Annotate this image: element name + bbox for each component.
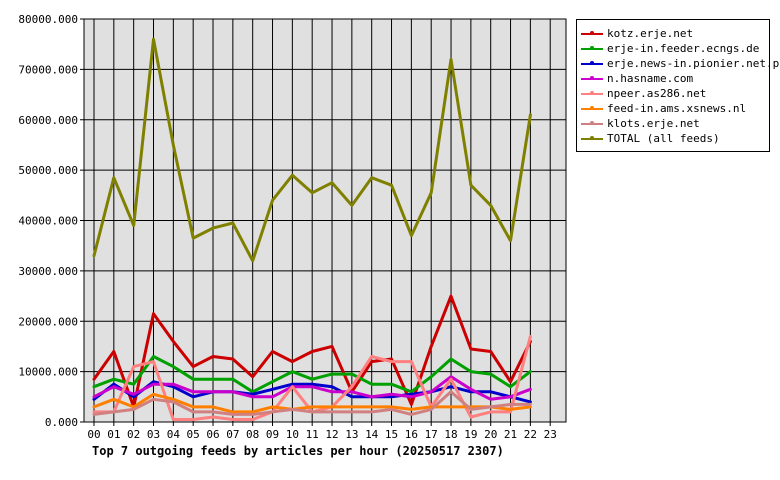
x-tick-label: 19: [464, 428, 477, 441]
legend-label: TOTAL (all feeds): [607, 132, 720, 145]
x-tick-label: 09: [266, 428, 279, 441]
legend-label: klots.erje.net: [607, 117, 700, 130]
series-lines: [92, 37, 532, 421]
legend: kotz.erje.net erje-in.feeder.ecngs.de er…: [576, 19, 780, 152]
y-tick-label: 10000.000: [18, 366, 78, 379]
legend-swatch: [581, 31, 603, 35]
series-line: [92, 375, 532, 401]
x-tick-label: 04: [167, 428, 181, 441]
series-line: [92, 355, 532, 394]
x-tick-label: 17: [425, 428, 438, 441]
x-tick-label: 14: [365, 428, 379, 441]
x-tick-label: 03: [147, 428, 160, 441]
x-tick-label: 15: [385, 428, 398, 441]
legend-swatch: [581, 106, 603, 110]
x-tick-label: 05: [187, 428, 200, 441]
legend-swatch: [581, 121, 603, 125]
y-tick-label: 50000.000: [18, 164, 78, 177]
x-tick-label: 02: [127, 428, 140, 441]
grid: [84, 18, 566, 423]
legend-swatch: [581, 76, 603, 80]
x-tick-label: 10: [286, 428, 299, 441]
legend-label: erje.news-in.pionier.net.pl: [607, 57, 780, 70]
x-tick-label: 01: [107, 428, 120, 441]
x-tick-label: 00: [87, 428, 100, 441]
x-tick-label: 22: [524, 428, 537, 441]
x-tick-label: 23: [544, 428, 557, 441]
x-axis: 00 01 02 03 04 05 06 07 08 09 10 11 12 13 14 15 16 17 18 19…: [87, 422, 557, 441]
x-tick-label: 18: [444, 428, 457, 441]
y-tick-label: 60000.000: [18, 114, 78, 127]
legend-label: erje-in.feeder.ecngs.de: [607, 42, 760, 55]
y-tick-label: 70000.000: [18, 63, 78, 76]
x-tick-label: 21: [504, 428, 517, 441]
series-line: [92, 390, 532, 416]
x-tick-label: 12: [325, 428, 338, 441]
x-tick-label: 11: [306, 428, 319, 441]
series-line: [92, 37, 532, 263]
legend-swatch: [581, 61, 603, 65]
y-tick-label: 80000.000: [18, 13, 78, 26]
legend-label: kotz.erje.net: [607, 27, 694, 40]
x-tick-label: 13: [345, 428, 358, 441]
x-tick-label: 06: [206, 428, 219, 441]
x-tick-label: 07: [226, 428, 239, 441]
y-axis: 0.000 10000.000 20000.000 30000.000 40000.00…: [18, 13, 84, 429]
series-line: [92, 294, 532, 409]
y-tick-label: 20000.000: [18, 315, 78, 328]
x-tick-label: 16: [405, 428, 418, 441]
x-tick-label: 20: [484, 428, 497, 441]
legend-label: npeer.as286.net: [607, 87, 707, 100]
y-tick-label: 0.000: [45, 416, 78, 429]
legend-swatch: [581, 136, 603, 140]
legend-swatch: [581, 91, 603, 95]
y-tick-label: 30000.000: [18, 265, 78, 278]
chart-title: Top 7 outgoing feeds by articles per hou…: [92, 444, 504, 458]
x-tick-label: 08: [246, 428, 259, 441]
legend-label: feed-in.ams.xsnews.nl: [607, 102, 747, 115]
legend-swatch: [581, 46, 603, 50]
y-tick-label: 40000.000: [18, 215, 78, 228]
legend-label: n.hasname.com: [607, 72, 694, 85]
series-line: [92, 392, 532, 414]
